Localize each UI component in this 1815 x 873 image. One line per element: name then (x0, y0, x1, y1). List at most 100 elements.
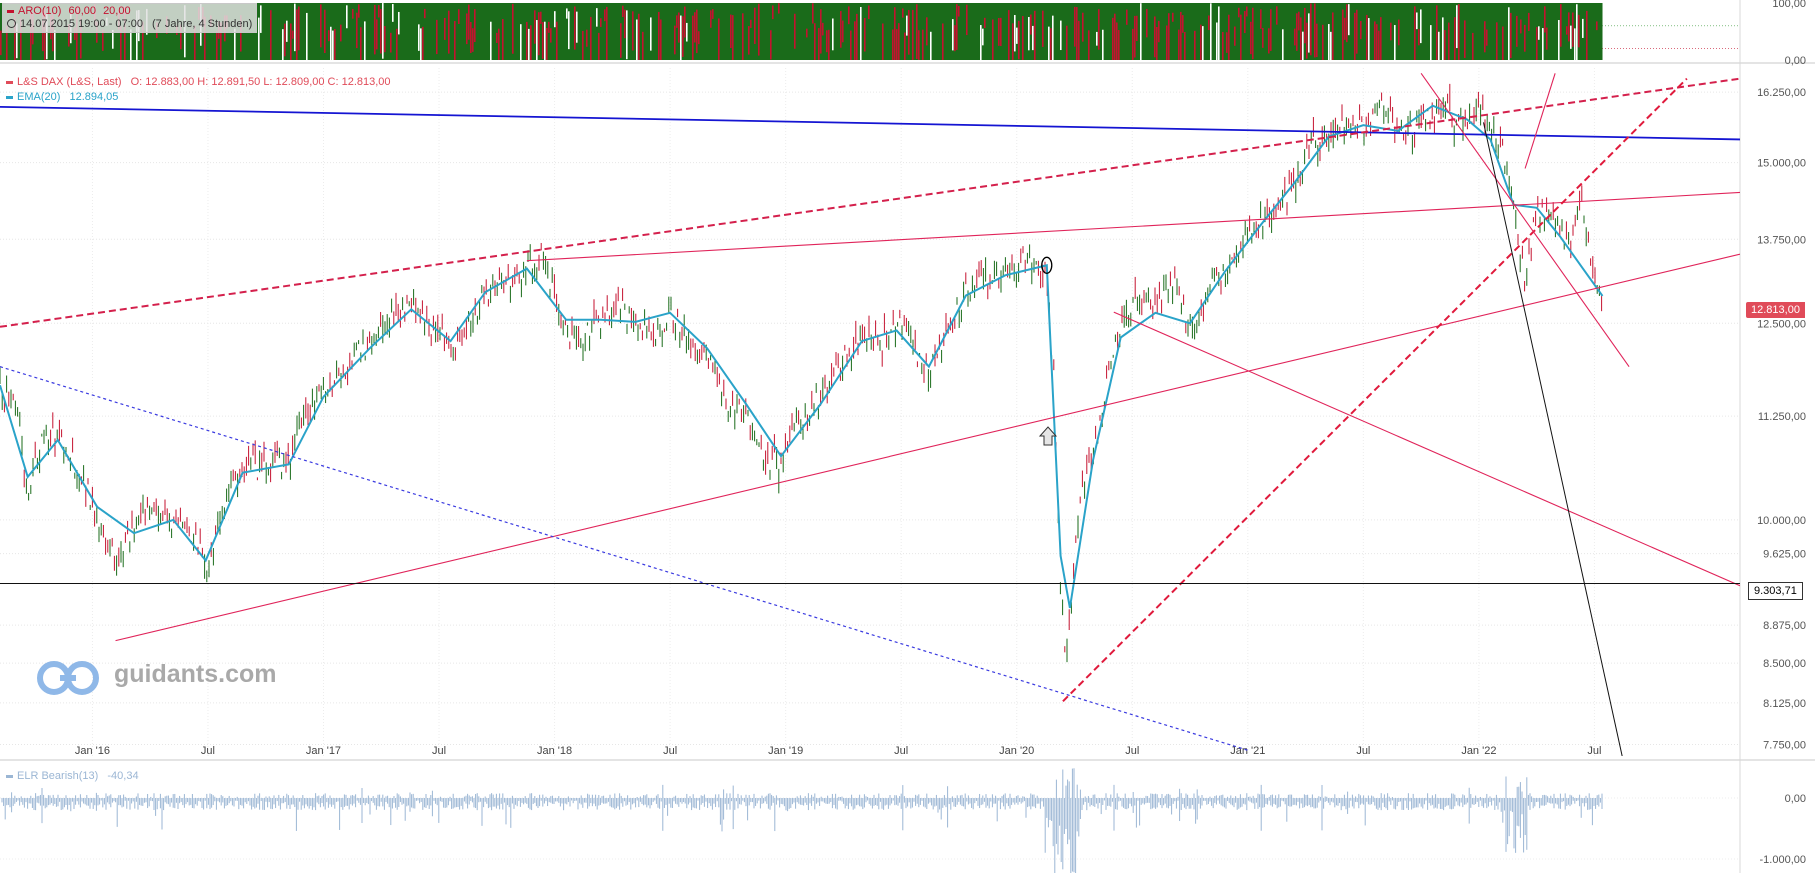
aro-bar (290, 23, 292, 61)
aro-bar (1014, 15, 1016, 52)
aro-bar (956, 4, 958, 50)
aro-bar (1096, 31, 1098, 46)
aro-bar (1458, 4, 1460, 60)
aro-bar (1228, 14, 1230, 60)
aro-bar (550, 28, 552, 43)
aro-bar (898, 23, 900, 60)
aro-bar (1420, 9, 1422, 44)
aro-value-1: 60,00 (68, 5, 96, 17)
aro-bar (332, 30, 334, 60)
y-tick-label: 16.250,00 (1757, 87, 1806, 99)
trendline-red-spike[interactable] (1524, 73, 1556, 169)
trendline-blue-dashed[interactable] (0, 366, 1248, 751)
aro-area (0, 3, 1603, 60)
aro-bar (472, 28, 474, 52)
aro-bar (360, 27, 362, 60)
arrow-up-cursor-icon[interactable] (1038, 426, 1058, 446)
aro-bar (1048, 26, 1050, 61)
trendline-red-upper[interactable] (526, 191, 1740, 262)
elr-label[interactable]: ELR Bearish(13) (17, 770, 99, 782)
aro-bar (340, 24, 342, 42)
aro-bar (1418, 29, 1420, 46)
x-tick-label: Jan '22 (1461, 745, 1496, 757)
aro-bar (1510, 12, 1512, 59)
main-legend-instrument: L&S DAX (L&S, Last) O: 12.883,00 H: 12.8… (6, 76, 391, 89)
aro-bar (882, 23, 884, 60)
aro-bar (1244, 11, 1246, 34)
aro-bar (536, 20, 538, 60)
x-tick-label: Jul (663, 745, 677, 757)
aro-bar (1132, 28, 1134, 60)
aro-color-marker (7, 9, 14, 13)
trendline-black-falling[interactable] (1483, 122, 1623, 756)
aro-bar (1252, 7, 1254, 60)
aro-bar (330, 26, 332, 60)
aro-y-tick-label: 0,00 (1785, 55, 1806, 67)
aro-bar (1156, 26, 1158, 60)
aro-bar (1034, 10, 1036, 61)
aro-bar (1076, 7, 1078, 60)
aro-bar (1436, 5, 1438, 61)
aro-bar (912, 9, 914, 61)
aro-bar (194, 25, 196, 60)
trendline-red-falling-long[interactable] (1113, 311, 1740, 587)
aro-bar (1194, 30, 1196, 60)
aro-bar (1398, 19, 1400, 46)
x-tick-label: Jul (432, 745, 446, 757)
brand-name[interactable]: guidants.com (114, 660, 277, 688)
ohlc-values: O: 12.883,00 H: 12.891,50 L: 12.809,00 C… (130, 76, 391, 88)
ema-label[interactable]: EMA(20) (17, 91, 61, 103)
instrument-name[interactable]: L&S DAX (L&S, Last) (17, 76, 122, 88)
trendline-red-dashed-upper[interactable] (0, 77, 1740, 328)
aro-bar (896, 29, 898, 60)
aro-bar (1294, 28, 1296, 46)
aro-bar (1074, 6, 1076, 47)
aro-bar (1208, 15, 1210, 31)
timeframe[interactable]: 14.07.2015 19:00 - 07:00 (20, 18, 143, 30)
aro-bar (1496, 22, 1498, 60)
aro-bar (1486, 29, 1488, 46)
aro-bar (548, 21, 550, 33)
aro-bar (30, 13, 32, 60)
aro-bar (794, 13, 796, 49)
aro-bar (292, 30, 294, 39)
y-tick-label: 12.500,00 (1757, 318, 1806, 330)
aro-bar (694, 12, 696, 43)
aro-bar (1314, 3, 1316, 58)
aro-bar (1310, 3, 1312, 56)
trendline-blue-solid[interactable] (0, 105, 1740, 141)
ema-line[interactable] (0, 104, 1604, 609)
aro-bar (1250, 21, 1252, 55)
aro-bar (1442, 17, 1444, 60)
aro-bar (1330, 31, 1332, 60)
aro-bar (1078, 20, 1080, 60)
aro-bar (112, 30, 114, 49)
annotation-ellipse[interactable] (1041, 256, 1053, 274)
aro-bar (848, 6, 850, 25)
aro-bar (540, 11, 542, 24)
clock-icon (7, 19, 16, 28)
aro-bar (286, 20, 288, 42)
aro-bar (556, 21, 558, 60)
aro-bar (1218, 6, 1220, 61)
aro-bar (674, 25, 676, 55)
horizontal-line-price-tag[interactable]: 9.303,71 (1748, 582, 1803, 600)
aro-bar (856, 13, 858, 61)
aro-bar (1060, 20, 1062, 51)
trendline-red-lower[interactable] (115, 253, 1740, 642)
aro-bar (840, 11, 842, 48)
trendline-red-dashed-steep[interactable] (1062, 77, 1688, 702)
aro-bar (942, 23, 944, 60)
trendline-red-falling-short[interactable] (1420, 72, 1630, 367)
aro-bar (1322, 24, 1324, 60)
aro-bar (1210, 3, 1212, 60)
aro-bar (636, 19, 638, 61)
aro-bar (992, 19, 994, 61)
aro-bar (754, 7, 756, 45)
x-tick-label: Jan '17 (306, 745, 341, 757)
aro-bar (772, 5, 774, 20)
aro-bar (624, 9, 626, 39)
aro-bar (74, 27, 76, 41)
aro-bar (1596, 21, 1598, 31)
